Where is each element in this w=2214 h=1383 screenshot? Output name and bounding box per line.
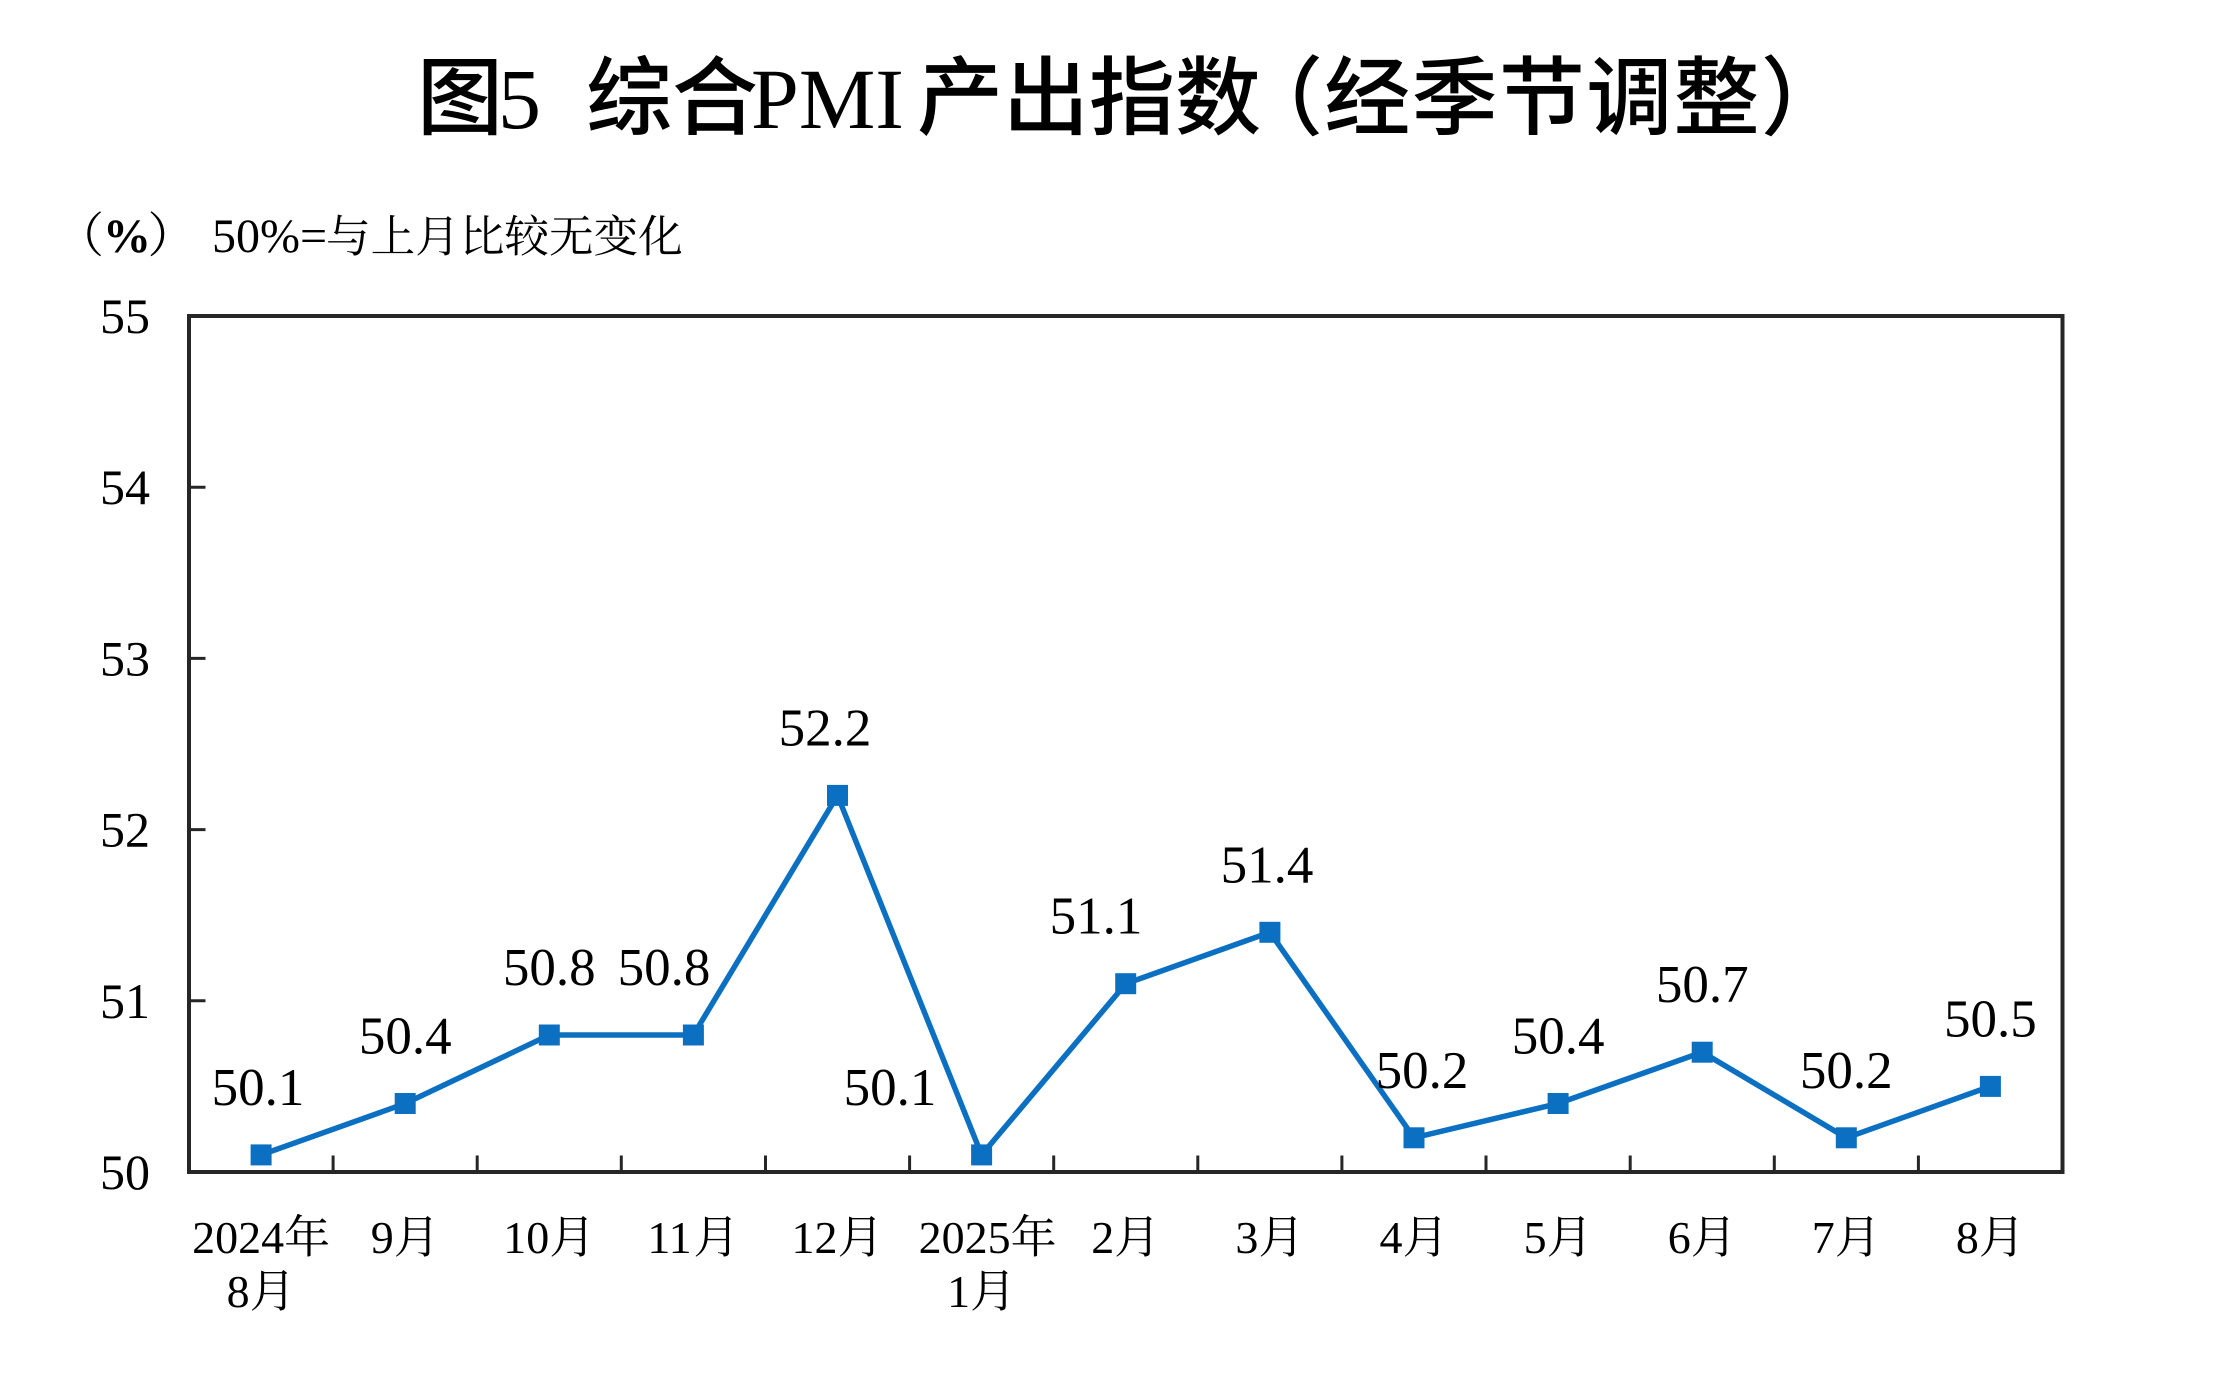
svg-text:10: 10	[503, 1212, 549, 1263]
svg-text:50.1: 50.1	[212, 1059, 305, 1117]
svg-text:50.8: 50.8	[618, 939, 711, 997]
svg-text:50%=: 50%=	[212, 210, 327, 263]
svg-text:50.5: 50.5	[1944, 990, 2037, 1048]
svg-text:50.8: 50.8	[503, 939, 596, 997]
svg-text:8: 8	[1956, 1212, 1979, 1263]
svg-text:5: 5	[498, 51, 541, 147]
svg-text:53: 53	[100, 630, 150, 686]
svg-text:50.2: 50.2	[1800, 1042, 1893, 1100]
svg-text:2024: 2024	[192, 1212, 284, 1263]
svg-text:51.1: 51.1	[1050, 888, 1143, 946]
svg-text:%: %	[103, 210, 151, 263]
svg-text:55: 55	[100, 288, 150, 344]
svg-text:51.4: 51.4	[1221, 836, 1314, 894]
svg-text:2: 2	[1091, 1212, 1114, 1263]
svg-text:11: 11	[647, 1212, 691, 1263]
svg-text:50.4: 50.4	[359, 1008, 452, 1066]
svg-text:7: 7	[1812, 1212, 1835, 1263]
svg-text:12: 12	[792, 1212, 838, 1263]
svg-text:1: 1	[947, 1266, 970, 1317]
svg-text:8: 8	[227, 1266, 250, 1317]
svg-text:9: 9	[371, 1212, 394, 1263]
svg-text:50.1: 50.1	[844, 1059, 937, 1117]
svg-text:52.2: 52.2	[779, 699, 872, 757]
svg-text:5: 5	[1524, 1212, 1547, 1263]
svg-text:52: 52	[100, 802, 150, 858]
svg-text:50.7: 50.7	[1656, 956, 1749, 1014]
svg-text:51: 51	[100, 973, 150, 1029]
svg-text:50: 50	[100, 1144, 150, 1200]
svg-text:6: 6	[1668, 1212, 1691, 1263]
svg-text:50.4: 50.4	[1512, 1008, 1605, 1066]
svg-text:3: 3	[1235, 1212, 1258, 1263]
svg-text:54: 54	[100, 459, 150, 515]
svg-text:50.2: 50.2	[1376, 1042, 1469, 1100]
svg-text:4: 4	[1380, 1212, 1403, 1263]
svg-text:PMI: PMI	[751, 51, 904, 147]
svg-text:2025: 2025	[919, 1212, 1011, 1263]
